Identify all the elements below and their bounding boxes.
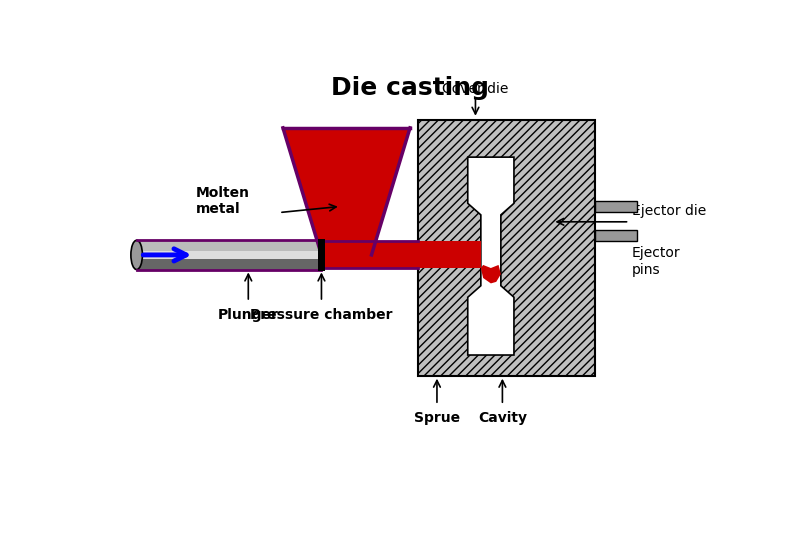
Polygon shape [283, 128, 410, 255]
Text: Molten
metal: Molten metal [196, 186, 250, 216]
Text: Ejector
pins: Ejector pins [632, 246, 680, 277]
Bar [594, 201, 637, 212]
Text: Cover die: Cover die [442, 82, 509, 95]
Bar [318, 239, 326, 271]
Text: Plunger: Plunger [218, 308, 278, 322]
Bar [594, 230, 637, 241]
Text: Sprue: Sprue [414, 411, 460, 425]
Text: Die casting: Die casting [331, 76, 489, 100]
Bar [418, 120, 595, 376]
Bar [137, 260, 322, 270]
Text: Ejector die: Ejector die [632, 204, 706, 218]
Text: Pressure chamber: Pressure chamber [250, 308, 393, 322]
Bar [137, 251, 322, 260]
Bar [418, 241, 481, 269]
Polygon shape [468, 157, 514, 355]
Polygon shape [481, 265, 501, 284]
Bar [322, 241, 418, 269]
Bar [418, 248, 468, 262]
Text: Cavity: Cavity [478, 411, 527, 425]
Ellipse shape [131, 240, 142, 270]
Bar [137, 240, 322, 251]
